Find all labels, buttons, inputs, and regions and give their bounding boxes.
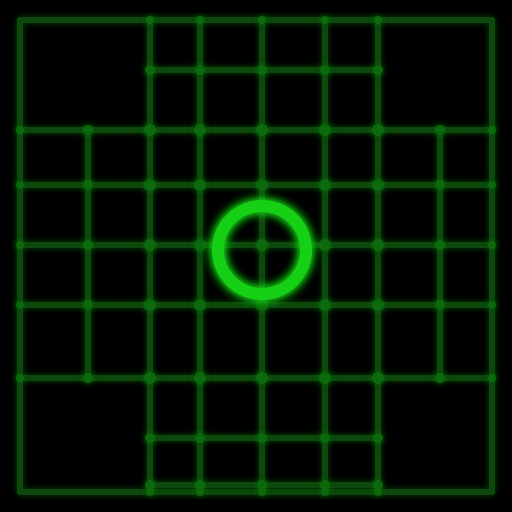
node-64 bbox=[258, 16, 266, 24]
node-48 bbox=[435, 300, 445, 310]
outer-frame bbox=[17, 17, 495, 495]
node-63 bbox=[196, 488, 204, 496]
node-20 bbox=[372, 124, 384, 136]
node-24 bbox=[372, 372, 384, 384]
ring-icon[interactable] bbox=[212, 200, 312, 300]
node-30 bbox=[195, 480, 205, 490]
node-38 bbox=[373, 433, 383, 443]
grid-nodes bbox=[16, 16, 496, 496]
node-21 bbox=[372, 179, 384, 191]
node-51 bbox=[488, 126, 496, 134]
node-65 bbox=[258, 488, 266, 496]
node-33 bbox=[257, 480, 267, 490]
node-31 bbox=[257, 65, 267, 75]
node-54 bbox=[16, 241, 24, 249]
node-67 bbox=[321, 488, 329, 496]
node-25 bbox=[145, 65, 155, 75]
node-9 bbox=[194, 372, 206, 384]
node-29 bbox=[195, 433, 205, 443]
node-42 bbox=[83, 240, 93, 250]
node-49 bbox=[435, 373, 445, 383]
node-61 bbox=[146, 488, 154, 496]
node-32 bbox=[257, 433, 267, 443]
node-50 bbox=[16, 126, 24, 134]
center-ring[interactable] bbox=[212, 200, 312, 300]
node-59 bbox=[488, 374, 496, 382]
node-0 bbox=[144, 124, 156, 136]
node-41 bbox=[83, 180, 93, 190]
node-1 bbox=[144, 179, 156, 191]
node-60 bbox=[146, 16, 154, 24]
node-18 bbox=[319, 299, 331, 311]
node-28 bbox=[195, 65, 205, 75]
node-7 bbox=[194, 239, 206, 251]
node-45 bbox=[435, 125, 445, 135]
node-16 bbox=[319, 179, 331, 191]
node-19 bbox=[319, 372, 331, 384]
node-53 bbox=[488, 181, 496, 189]
node-69 bbox=[374, 488, 382, 496]
node-27 bbox=[145, 480, 155, 490]
node-10 bbox=[256, 124, 268, 136]
node-14 bbox=[256, 372, 268, 384]
node-26 bbox=[145, 433, 155, 443]
node-3 bbox=[144, 299, 156, 311]
node-8 bbox=[194, 299, 206, 311]
node-37 bbox=[373, 65, 383, 75]
node-68 bbox=[374, 16, 382, 24]
node-44 bbox=[83, 373, 93, 383]
node-2 bbox=[144, 239, 156, 251]
node-36 bbox=[320, 480, 330, 490]
node-6 bbox=[194, 179, 206, 191]
node-22 bbox=[372, 239, 384, 251]
node-35 bbox=[320, 433, 330, 443]
node-56 bbox=[16, 301, 24, 309]
node-39 bbox=[373, 480, 383, 490]
node-34 bbox=[320, 65, 330, 75]
node-13 bbox=[256, 299, 268, 311]
node-46 bbox=[435, 180, 445, 190]
node-52 bbox=[16, 181, 24, 189]
node-4 bbox=[144, 372, 156, 384]
node-23 bbox=[372, 299, 384, 311]
node-58 bbox=[16, 374, 24, 382]
node-40 bbox=[83, 125, 93, 135]
node-43 bbox=[83, 300, 93, 310]
node-55 bbox=[488, 241, 496, 249]
node-62 bbox=[196, 16, 204, 24]
node-47 bbox=[435, 240, 445, 250]
node-11 bbox=[256, 179, 268, 191]
node-5 bbox=[194, 124, 206, 136]
node-17 bbox=[319, 239, 331, 251]
node-12 bbox=[256, 239, 268, 251]
node-66 bbox=[321, 16, 329, 24]
node-57 bbox=[488, 301, 496, 309]
node-15 bbox=[319, 124, 331, 136]
